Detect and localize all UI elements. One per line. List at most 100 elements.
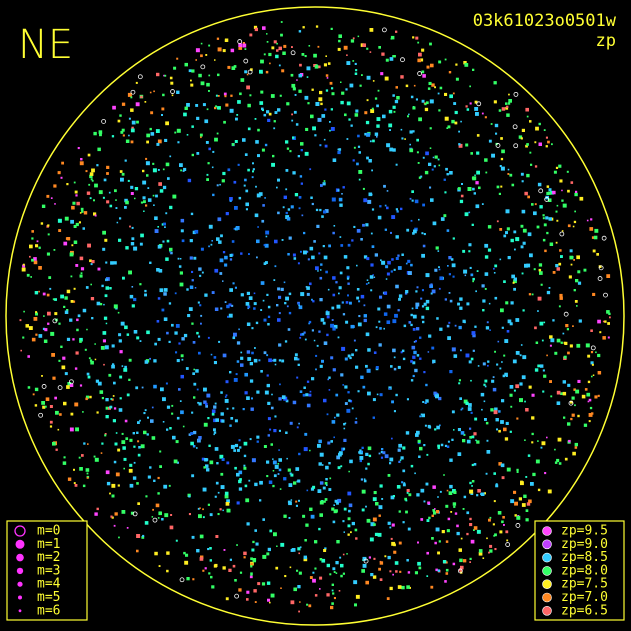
star xyxy=(351,239,354,242)
star xyxy=(346,553,348,555)
star xyxy=(222,171,226,176)
star xyxy=(300,333,303,336)
star xyxy=(227,315,229,318)
star xyxy=(244,48,247,50)
star xyxy=(524,439,526,441)
star xyxy=(288,501,292,506)
star xyxy=(378,46,381,49)
star xyxy=(239,446,242,449)
star xyxy=(592,374,595,376)
star xyxy=(508,99,512,103)
star xyxy=(308,322,310,325)
star xyxy=(131,226,134,229)
star xyxy=(330,108,333,111)
star xyxy=(493,81,497,85)
star xyxy=(499,258,502,261)
star xyxy=(500,463,505,468)
star xyxy=(428,516,431,520)
star xyxy=(594,228,599,233)
star xyxy=(133,246,138,251)
star xyxy=(506,539,509,542)
star xyxy=(533,211,537,216)
star xyxy=(360,478,363,481)
star xyxy=(311,377,315,381)
star xyxy=(266,293,269,296)
star xyxy=(402,357,406,361)
star xyxy=(317,117,322,122)
star xyxy=(38,334,43,338)
star xyxy=(302,514,306,518)
star xyxy=(390,231,392,234)
star xyxy=(278,64,281,67)
star xyxy=(369,275,374,279)
star xyxy=(434,268,438,272)
star xyxy=(42,327,46,331)
star xyxy=(476,494,479,497)
star xyxy=(205,464,209,468)
star xyxy=(98,190,103,195)
star xyxy=(319,558,323,561)
star xyxy=(99,390,104,394)
star xyxy=(435,510,440,514)
star xyxy=(50,331,55,336)
star xyxy=(366,99,369,102)
star xyxy=(604,320,607,323)
star xyxy=(364,132,367,136)
star xyxy=(119,397,122,400)
star xyxy=(111,364,115,369)
star xyxy=(488,551,490,554)
star xyxy=(506,330,510,333)
star xyxy=(563,341,566,344)
star xyxy=(375,366,379,369)
star xyxy=(271,162,275,167)
star xyxy=(341,346,346,351)
star xyxy=(306,489,309,492)
star xyxy=(254,482,258,487)
star xyxy=(412,374,415,378)
star xyxy=(401,137,404,140)
star xyxy=(214,268,219,273)
star xyxy=(140,233,144,238)
star xyxy=(200,54,203,58)
star xyxy=(233,227,236,230)
star xyxy=(496,363,499,366)
star xyxy=(592,292,596,296)
star xyxy=(525,509,529,512)
magnitude-label: m=4 xyxy=(37,577,61,592)
star xyxy=(162,421,165,423)
star xyxy=(304,55,307,58)
star xyxy=(261,148,265,152)
star xyxy=(280,287,284,291)
star xyxy=(529,151,532,154)
star xyxy=(139,419,141,422)
star xyxy=(301,214,304,217)
star xyxy=(214,59,216,61)
star xyxy=(367,391,371,396)
star xyxy=(350,324,354,329)
star xyxy=(213,356,217,359)
star xyxy=(271,359,274,362)
star xyxy=(407,571,411,574)
star xyxy=(323,63,327,67)
star xyxy=(143,200,146,204)
star xyxy=(367,282,370,284)
star xyxy=(472,333,476,338)
star xyxy=(355,537,358,540)
star xyxy=(124,206,127,209)
magnitude-marker xyxy=(18,595,22,600)
star xyxy=(266,475,269,478)
star xyxy=(405,431,410,435)
star xyxy=(322,182,326,186)
star xyxy=(521,128,525,132)
star xyxy=(66,183,69,186)
star xyxy=(111,494,115,498)
star xyxy=(80,158,83,161)
star xyxy=(509,393,513,397)
star xyxy=(576,343,581,348)
star xyxy=(484,288,487,290)
star xyxy=(333,571,336,573)
star xyxy=(483,492,486,495)
star xyxy=(260,59,264,64)
star xyxy=(337,498,342,503)
star xyxy=(423,371,426,374)
